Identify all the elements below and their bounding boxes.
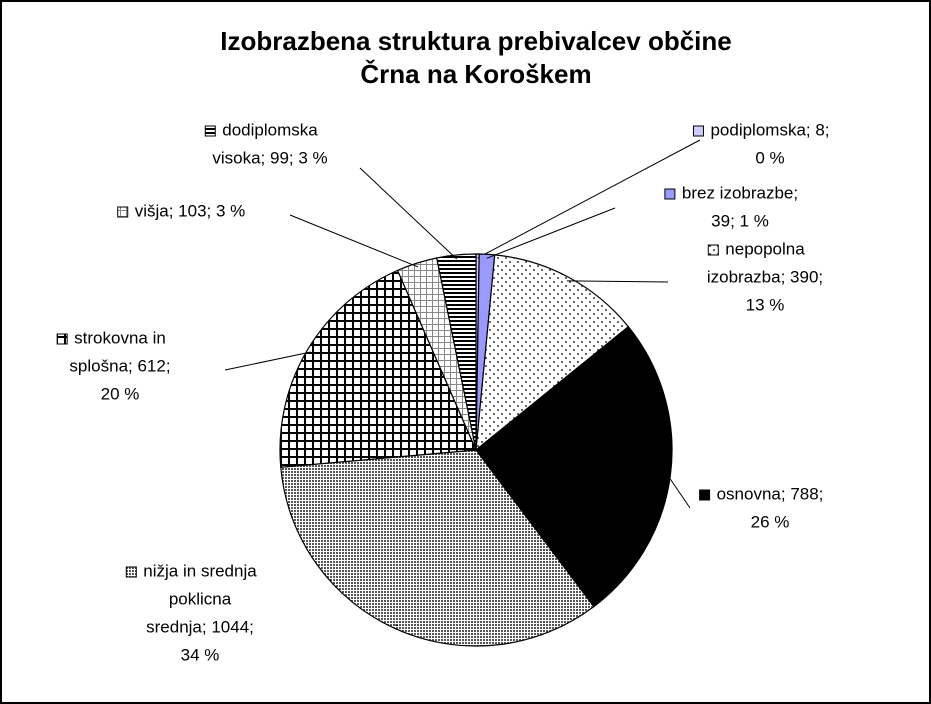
data-label: 13 % — [746, 295, 785, 314]
leader-line — [486, 207, 616, 259]
legend-swatch — [204, 125, 216, 137]
data-label: 20 % — [101, 384, 140, 403]
legend-swatch — [125, 566, 137, 578]
data-label: strokovna in — [74, 328, 166, 347]
chart-title: Izobrazbena struktura prebivalcev občine — [220, 26, 732, 56]
data-label: višja; 103; 3 % — [135, 201, 246, 220]
data-label: podiplomska; 8; — [710, 120, 829, 139]
data-label: 26 % — [751, 512, 790, 531]
leader-line — [289, 214, 419, 268]
legend-swatch — [664, 188, 676, 200]
legend-swatch — [56, 333, 68, 345]
data-label: 39; 1 % — [711, 211, 769, 230]
pie-slice — [475, 254, 630, 452]
data-label: 0 % — [755, 148, 784, 167]
pie-slice — [436, 253, 477, 451]
data-label: osnovna; 788; — [717, 484, 824, 503]
data-label: splošna; 612; — [69, 356, 170, 375]
data-label: nižja in srednja — [143, 561, 257, 580]
data-label: dodiplomska — [222, 120, 318, 139]
legend-swatch — [692, 125, 704, 137]
data-label: srednja; 1044; — [146, 617, 254, 636]
pie-slice — [279, 269, 477, 468]
leader-line — [224, 351, 311, 371]
leader-line — [666, 473, 691, 509]
legend-swatch — [707, 244, 719, 256]
data-label: poklicna — [169, 589, 232, 608]
legend-swatch — [117, 206, 129, 218]
data-label: nepopolna — [725, 239, 805, 258]
data-label: visoka; 99; 3 % — [212, 148, 327, 167]
data-label: brez izobrazbe; — [682, 183, 798, 202]
pie-slice — [280, 449, 595, 647]
pie-slice — [475, 325, 673, 608]
leader-line — [477, 139, 701, 259]
leader-line — [566, 280, 669, 283]
data-label: izobrazba; 390; — [707, 267, 823, 286]
leader-line — [359, 167, 458, 260]
chart-title: Črna na Koroškem — [360, 59, 591, 89]
data-label: 34 % — [181, 645, 220, 664]
legend-swatch — [699, 489, 711, 501]
